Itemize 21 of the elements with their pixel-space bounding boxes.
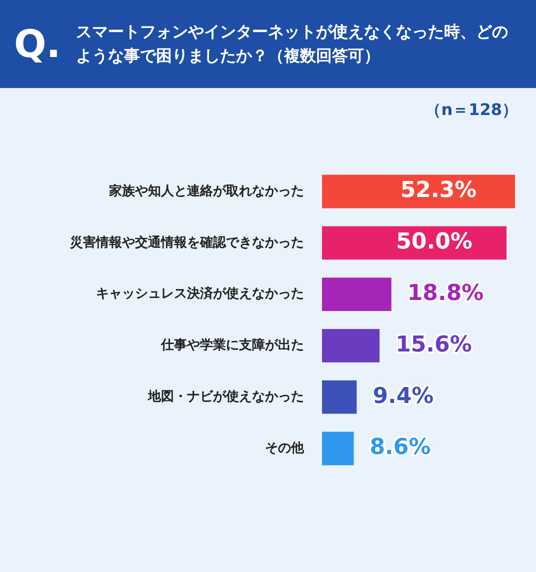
text: Q. [14, 22, 62, 66]
bar [322, 380, 357, 414]
data-label: 15.6% [396, 332, 472, 358]
chart-title: スマートフォンやインターネットが使えなくなった時、どのような事で困りましたか？（複数回答可） [76, 21, 509, 67]
data-label: 52.3% [400, 178, 477, 204]
y-tick-label: その他 [265, 440, 305, 456]
bar [322, 226, 507, 260]
bar [322, 278, 392, 312]
y-tick-label: キャッシュレス決済が使えなかった [96, 286, 304, 302]
y-tick-label: 災害情報や交通情報を確認できなかった [69, 234, 304, 250]
bar [322, 174, 515, 208]
data-label: 8.6% [370, 435, 431, 460]
data-label: 18.8% [407, 281, 484, 306]
data-label: 9.4% [372, 384, 434, 409]
y-tick-label: 地図・ナビが使えなかった [147, 389, 304, 404]
text: （n＝128） [425, 100, 518, 121]
bar [322, 328, 380, 362]
bar [322, 432, 354, 466]
y-tick-label: 家族や知人と連絡が取れなかった [108, 182, 304, 199]
y-tick-label: 仕事や学業に支障が出た [160, 337, 304, 354]
data-label: 50.0% [396, 230, 472, 255]
